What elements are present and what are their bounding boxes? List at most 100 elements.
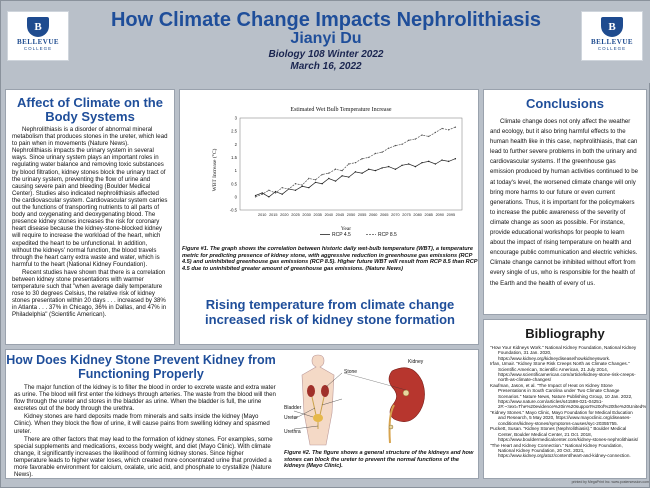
x-tick-label: 2080 — [413, 213, 421, 217]
x-tick-label: 2050 — [347, 213, 355, 217]
data-point — [314, 179, 317, 181]
stone-icon — [388, 424, 394, 430]
data-point — [341, 169, 343, 172]
stone-icon — [402, 389, 410, 397]
printer-footer: printed by MegaPrint Inc. www.postersess… — [571, 480, 649, 484]
chart-panel: Estimated Wet Bulb Temperature Increase … — [179, 89, 479, 345]
logo-sub: COLLEGE — [23, 46, 53, 51]
poster-course: Biology 108 Winter 2022 — [268, 49, 384, 60]
data-point — [441, 127, 443, 130]
data-point — [261, 193, 263, 195]
x-tick-label: 2075 — [402, 213, 410, 217]
chart-y-label: WBT Increase (°C) — [211, 148, 218, 191]
data-point — [321, 183, 323, 185]
data-point — [428, 160, 430, 163]
data-point — [421, 161, 423, 164]
x-tick-label: 2060 — [369, 213, 377, 217]
data-point — [254, 194, 257, 197]
kidney-right-icon — [321, 385, 329, 397]
data-point — [314, 181, 317, 184]
logo-name: BELLEVUE — [16, 38, 60, 46]
poster-date: March 16, 2022 — [290, 61, 362, 72]
body-outline — [301, 354, 335, 446]
conclusions-body: Climate change does not only affect the … — [490, 118, 639, 287]
label-urethra: Urethra — [284, 429, 301, 435]
conclusions-panel: Conclusions Climate change does not only… — [483, 89, 647, 315]
college-logo-left: B BELLEVUE COLLEGE — [7, 11, 69, 61]
x-tick-label: 2010 — [258, 213, 266, 217]
data-point — [454, 126, 457, 128]
bibliography-panel: Bibliography "How Your Kidneys Work." Na… — [483, 319, 647, 479]
data-point — [408, 139, 410, 142]
data-point — [334, 180, 337, 182]
data-point — [441, 159, 443, 161]
data-point — [281, 193, 283, 195]
x-tick-label: 2015 — [269, 213, 277, 217]
y-tick-label: 0.5 — [231, 181, 237, 186]
kidney-paragraph-2: Kidney stones are hard deposits made fro… — [14, 413, 270, 435]
data-point — [274, 192, 277, 194]
chart-frame — [239, 117, 463, 211]
kidney-paragraph-1: The major function of the kidney is to f… — [14, 384, 276, 413]
legend-label: RCP 8.5 — [378, 232, 397, 238]
data-point — [308, 186, 310, 189]
chart-title: Estimated Wet Bulb Temperature Increase — [290, 107, 392, 113]
bibliography-list: "How Your Kidneys Work." National Kidney… — [484, 341, 646, 463]
kidney-body: The major function of the kidney is to f… — [14, 384, 276, 478]
data-point — [288, 188, 290, 190]
figure-2-caption: Figure #2. The figure shows a general st… — [284, 450, 474, 470]
x-tick-label: 2065 — [380, 213, 388, 217]
data-point — [421, 134, 423, 136]
data-point — [381, 167, 383, 169]
ureter-large — [388, 404, 395, 444]
kidney-panel: How Does Kidney Stone Prevent Kidney fro… — [5, 349, 479, 479]
label-kidney: Kidney — [408, 359, 424, 365]
urinary-diagram: Stone Bladder Ureter Urethra Kidney — [282, 353, 442, 447]
data-point — [381, 151, 383, 153]
x-tick-label: 2040 — [325, 213, 333, 217]
wbt-chart-svg: Estimated Wet Bulb Temperature Increase … — [211, 107, 463, 238]
wbt-chart: Estimated Wet Bulb Temperature Increase … — [210, 102, 472, 244]
affect-panel: Affect of Climate on the Body Systems Ne… — [5, 89, 175, 345]
data-point — [368, 168, 370, 170]
x-tick-label: 2090 — [436, 213, 444, 217]
bib-entry: "Kidney Stones." Mayo Clinic, Mayo Found… — [490, 410, 633, 426]
data-point — [394, 144, 397, 147]
bib-entry: Irfan, Umair. "Kidney Stone Risk Creeps … — [490, 361, 636, 383]
poster-title: How Climate Change Impacts Nephrolithias… — [110, 9, 542, 31]
bib-entry: Puckett, Susan. "Kidney Stones (Nephroli… — [490, 426, 639, 443]
data-point — [301, 184, 303, 186]
data-point — [261, 192, 263, 194]
data-point — [388, 147, 390, 149]
x-tick-label: 2030 — [302, 213, 310, 217]
data-point — [328, 177, 330, 180]
y-tick-label: 3 — [235, 116, 238, 121]
data-point — [368, 156, 370, 159]
data-point — [414, 165, 417, 168]
data-point — [294, 189, 297, 191]
urinary-diagram-svg: Stone Bladder Ureter Urethra Kidney — [284, 354, 425, 446]
data-point — [434, 131, 437, 134]
bib-entry: "How Your Kidneys Work." National Kidney… — [490, 345, 637, 361]
data-point — [328, 172, 330, 174]
y-tick-label: -0.5 — [230, 208, 238, 213]
college-shield-icon: B — [601, 17, 623, 37]
x-tick-label: 2085 — [424, 213, 432, 217]
logo-sub: COLLEGE — [597, 46, 627, 51]
data-point — [354, 161, 357, 164]
y-tick-label: 0 — [235, 194, 238, 199]
data-point — [374, 152, 377, 155]
mid-heading: Rising temperature from climate change i… — [205, 297, 455, 327]
y-tick-label: 1.5 — [231, 155, 237, 160]
x-tick-label: 2020 — [280, 213, 288, 217]
poster-author: Jianyi Du — [290, 30, 362, 47]
conclusions-title: Conclusions — [525, 96, 604, 111]
data-point — [274, 190, 277, 193]
affect-paragraph-2: Recent studies have shown that there is … — [12, 268, 167, 319]
data-point — [388, 165, 390, 168]
label-bladder: Bladder — [284, 405, 302, 411]
data-point — [361, 172, 363, 174]
x-tick-label: 2055 — [358, 213, 366, 217]
legend-label: RCP 4.5 — [332, 232, 351, 238]
label-ureter: Ureter — [284, 415, 298, 421]
